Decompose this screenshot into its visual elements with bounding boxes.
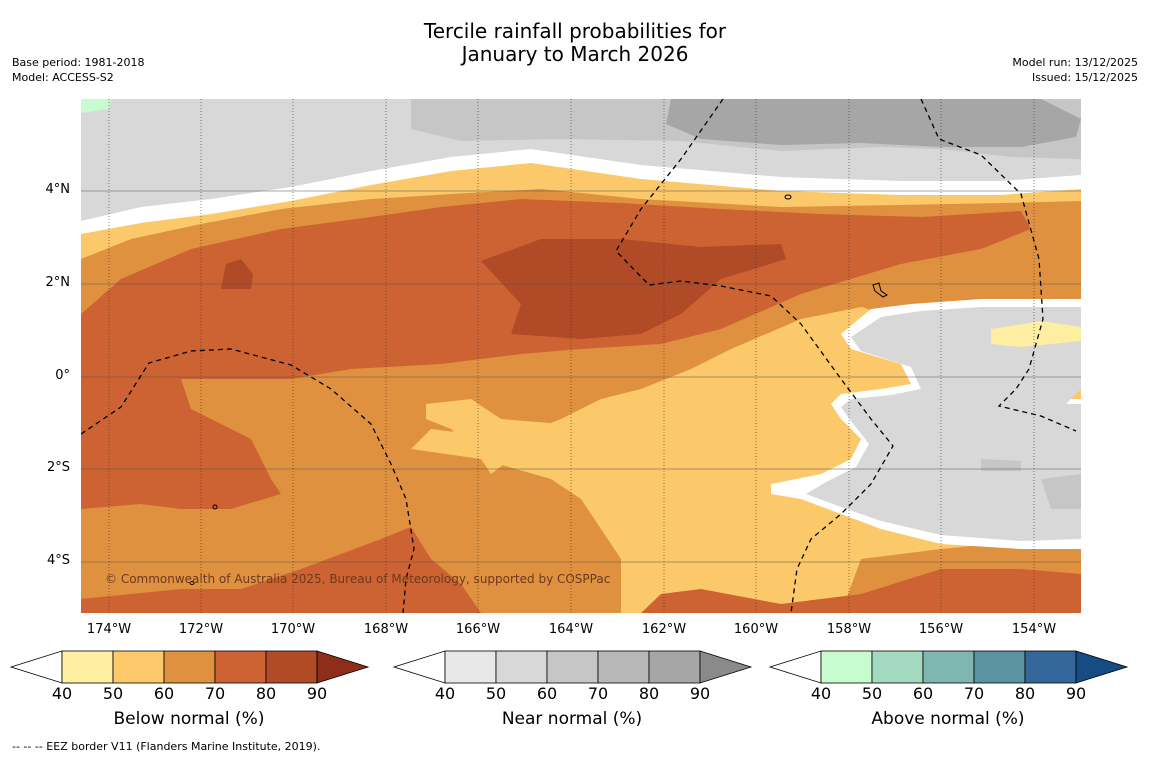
lon-label-162w: 162°W: [641, 622, 687, 637]
below-normal-50-inner: [426, 399, 626, 474]
cb-below-seg-6: [316, 650, 370, 684]
cb-above-tick-60: 60: [912, 684, 934, 703]
lon-label-164w: 164°W: [548, 622, 594, 637]
cb-below-seg-2: [112, 650, 165, 684]
near-normal-80-region-north: [666, 99, 1081, 147]
lon-label-160w: 160°W: [733, 622, 779, 637]
island-outlines: [189, 194, 888, 585]
model-text: Model: ACCESS-S2: [12, 71, 114, 84]
cb-near-seg-0: [393, 650, 446, 684]
cb-above-tick-50: 50: [861, 684, 883, 703]
cb-above-seg-0: [769, 650, 822, 684]
cb-above-seg-5: [1024, 650, 1077, 684]
cb-below-seg-5: [265, 650, 318, 684]
lon-label-172w: 172°W: [178, 622, 224, 637]
latitude-gridlines: [81, 190, 1081, 563]
cb-above-tick-90: 90: [1065, 684, 1087, 703]
colorbar-title-below: Below normal (%): [113, 709, 265, 729]
model-run-text: Model run: 13/12/2025: [1012, 56, 1138, 69]
cb-near-tick-50: 50: [485, 684, 507, 703]
below-normal-70-field: [81, 199, 1031, 509]
lon-label-168w: 168°W: [363, 622, 409, 637]
lat-label-2s: 2°S: [46, 460, 70, 475]
near-normal-50-east: [806, 307, 1081, 541]
cb-below-tick-70: 70: [204, 684, 226, 703]
cb-near-seg-1: [444, 650, 497, 684]
near-normal-60-east-patch: [981, 459, 1021, 471]
below-normal-70-southeast: [641, 569, 1081, 613]
issued-text: Issued: 15/12/2025: [1031, 71, 1138, 84]
title-line-2: January to March 2026: [461, 42, 689, 66]
cb-above-seg-2: [871, 650, 924, 684]
above-normal-40-patch: [81, 99, 111, 113]
metadata-left: Base period: 1981-2018 Model: ACCESS-S2: [12, 55, 144, 85]
near-normal-60-east-edge: [1041, 474, 1081, 509]
cb-above-tick-80: 80: [1014, 684, 1036, 703]
lat-label-4n: 4°N: [45, 182, 71, 197]
cb-above-seg-1: [820, 650, 873, 684]
below-normal-80-patch: [221, 259, 253, 289]
cb-above-seg-3: [922, 650, 975, 684]
probability-map: [81, 99, 1081, 613]
cb-near-seg-6: [699, 650, 753, 684]
below-normal-80-core: [481, 239, 786, 339]
lat-label-2n: 2°N: [45, 275, 71, 290]
title-line-1: Tercile rainfall probabilities for: [423, 19, 727, 43]
cb-below-tick-50: 50: [102, 684, 124, 703]
cb-near-seg-2: [495, 650, 548, 684]
eez-footnote: -- -- -- EEZ border V11 (Flanders Marine…: [12, 740, 321, 753]
cb-below-seg-3: [163, 650, 216, 684]
cb-above-tick-70: 70: [963, 684, 985, 703]
cb-below-seg-1: [61, 650, 114, 684]
cb-below-seg-4: [214, 650, 267, 684]
cb-below-tick-60: 60: [153, 684, 175, 703]
lat-label-4s: 4°S: [46, 553, 70, 568]
chart-title: Tercile rainfall probabilities for Janua…: [0, 20, 1150, 66]
copyright-notice: © Commonwealth of Australia 2025, Bureau…: [105, 572, 611, 586]
cb-below-tick-80: 80: [255, 684, 277, 703]
cb-near-tick-40: 40: [434, 684, 456, 703]
lon-label-158w: 158°W: [826, 622, 872, 637]
colorbar-below-normal: [10, 650, 370, 684]
cb-above-seg-6: [1075, 650, 1129, 684]
below-normal-40-east: [991, 321, 1081, 347]
colorbar-above-normal: [769, 650, 1129, 684]
lon-label-154w: 154°W: [1011, 622, 1057, 637]
below-normal-70-south: [81, 527, 481, 613]
cb-near-seg-5: [648, 650, 701, 684]
cb-below-tick-90: 90: [306, 684, 328, 703]
lat-label-0: 0°: [55, 368, 70, 383]
colorbar-near-normal: [393, 650, 753, 684]
cb-below-seg-0: [10, 650, 63, 684]
base-period-text: Base period: 1981-2018: [12, 56, 145, 69]
cb-below-tick-40: 40: [51, 684, 73, 703]
cb-above-seg-4: [973, 650, 1026, 684]
cb-near-tick-80: 80: [638, 684, 660, 703]
cb-near-seg-4: [597, 650, 650, 684]
eez-borders: [81, 99, 1077, 613]
colorbar-title-above: Above normal (%): [871, 709, 1025, 729]
cb-near-tick-70: 70: [587, 684, 609, 703]
cb-near-tick-90: 90: [689, 684, 711, 703]
below-normal-60-east: [841, 249, 1081, 314]
cb-near-seg-3: [546, 650, 599, 684]
cb-above-tick-40: 40: [810, 684, 832, 703]
lon-label-166w: 166°W: [455, 622, 501, 637]
metadata-right: Model run: 13/12/2025 Issued: 15/12/2025: [1012, 55, 1138, 85]
cb-near-tick-60: 60: [536, 684, 558, 703]
threshold-band-north: [81, 149, 1081, 237]
lon-label-174w: 174°W: [86, 622, 132, 637]
lon-label-156w: 156°W: [918, 622, 964, 637]
lon-label-170w: 170°W: [270, 622, 316, 637]
colorbar-title-near: Near normal (%): [501, 709, 643, 729]
